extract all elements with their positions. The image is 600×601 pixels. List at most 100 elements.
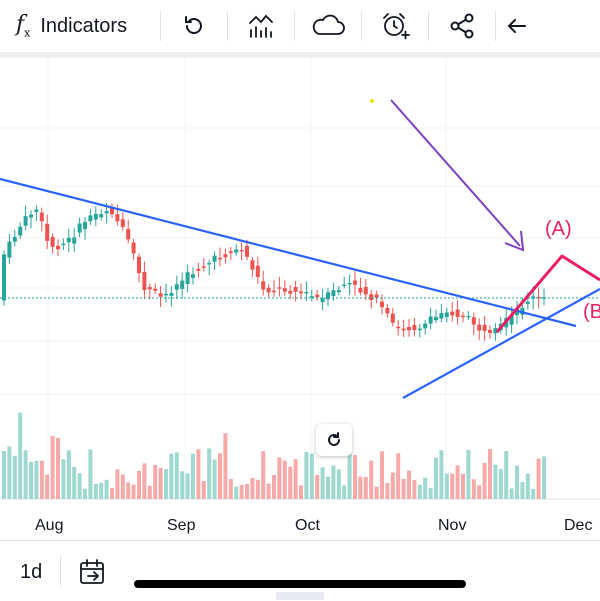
volume-bar: [504, 451, 509, 499]
candle-body: [396, 326, 401, 329]
candle-body: [218, 257, 222, 260]
candle-body: [525, 301, 530, 304]
volume-bar: [18, 412, 23, 499]
volume-bar: [439, 450, 444, 499]
time-axis-label: Nov: [438, 517, 466, 534]
volume-bar: [83, 488, 87, 499]
volume-bar: [342, 485, 347, 499]
candle-body: [423, 323, 428, 329]
volume-bar: [396, 453, 401, 499]
purple-arrow-shaft[interactable]: [390, 99, 521, 247]
candle-body: [185, 272, 190, 285]
price-chart[interactable]: (A) (B Aug Sep Oct Nov Dec: [0, 58, 600, 540]
wave-label-b: (B: [583, 301, 600, 323]
candle-body: [18, 226, 23, 236]
replay-button[interactable]: [161, 6, 227, 46]
indicators-button[interactable]: fx Indicators: [0, 6, 160, 46]
candle-body: [61, 243, 66, 246]
chart-type-button[interactable]: [228, 6, 294, 46]
candle-body: [482, 324, 487, 331]
volume-bar: [461, 473, 465, 499]
candle-body: [412, 324, 417, 331]
reset-chart-button[interactable]: [316, 424, 352, 456]
candle-body: [223, 254, 228, 258]
candle-body: [196, 268, 201, 271]
back-button[interactable]: [496, 6, 536, 46]
volume-bar: [309, 453, 314, 499]
volume-bar: [174, 452, 179, 499]
volume-bar: [234, 486, 239, 499]
volume-bar: [77, 473, 82, 499]
volume-bar: [482, 462, 487, 499]
candle-body: [88, 215, 93, 222]
candle-body: [239, 249, 244, 252]
lower-trendline[interactable]: [402, 288, 600, 399]
candle-body: [39, 212, 44, 222]
volume-bar: [142, 463, 147, 499]
interval-selector[interactable]: 1d: [20, 561, 43, 583]
volume-bar: [29, 461, 33, 499]
volume-bar: [7, 446, 12, 499]
purple-arrow-head: [504, 230, 525, 252]
volume-bar: [2, 451, 6, 499]
candle-body: [444, 312, 449, 318]
top-toolbar: fx Indicators: [0, 0, 600, 58]
candle-body: [385, 307, 390, 314]
drawer-handle[interactable]: [276, 592, 324, 600]
wave-polyline[interactable]: [495, 254, 600, 333]
candle-body: [174, 284, 179, 290]
price-candles: [2, 202, 546, 341]
volume-bar: [455, 465, 460, 499]
candle-body: [363, 286, 368, 295]
alert-button[interactable]: [362, 6, 428, 46]
volume-bar: [380, 451, 384, 499]
volume-bar: [266, 483, 271, 499]
volume-bar: [477, 485, 482, 499]
wave-label-a: (A): [545, 218, 572, 240]
candle-body: [137, 256, 141, 274]
candle-body: [299, 291, 303, 294]
share-button[interactable]: [429, 6, 495, 46]
candle-body: [509, 314, 514, 325]
upper-trendline[interactable]: [0, 177, 577, 328]
candle-body: [131, 242, 136, 254]
volume-bar: [444, 473, 449, 499]
candle-body: [207, 262, 212, 265]
candle-body: [455, 309, 460, 317]
candle-body: [191, 274, 195, 278]
candle-body: [282, 288, 287, 292]
volume-bar: [385, 483, 390, 499]
candle-body: [461, 315, 465, 318]
volume-bar: [255, 479, 260, 499]
candle-body: [158, 293, 163, 297]
bottom-toolbar: 1d: [0, 540, 600, 601]
volume-bar: [466, 449, 471, 499]
volume-bar: [207, 448, 212, 499]
candle-body: [56, 245, 60, 250]
bar-line-chart-icon: [249, 14, 273, 38]
home-indicator: [134, 580, 466, 588]
candle-body: [126, 228, 131, 240]
candle-body: [83, 221, 87, 230]
volume-bar: [326, 476, 330, 499]
candle-body: [153, 288, 158, 291]
candle-body: [439, 313, 444, 319]
volume-bar: [336, 469, 341, 499]
candle-body: [228, 251, 233, 254]
reset-icon: [328, 432, 340, 446]
candle-body: [2, 254, 6, 301]
chart-area[interactable]: (A) (B Aug Sep Oct Nov Dec: [0, 58, 600, 540]
candle-body: [493, 328, 498, 334]
volume-bar: [191, 453, 195, 499]
candle-body: [147, 287, 152, 290]
volume-bar: [417, 484, 422, 499]
volume-bar: [315, 474, 320, 499]
cloud-button[interactable]: [295, 6, 361, 46]
calendar-goto-icon[interactable]: [78, 557, 108, 587]
candle-body: [407, 326, 411, 331]
volume-bar: [110, 488, 114, 499]
candle-body: [277, 287, 282, 289]
volume-bar: [277, 457, 282, 499]
candle-body: [120, 219, 125, 228]
alarm-clock-plus-icon: [383, 13, 410, 40]
